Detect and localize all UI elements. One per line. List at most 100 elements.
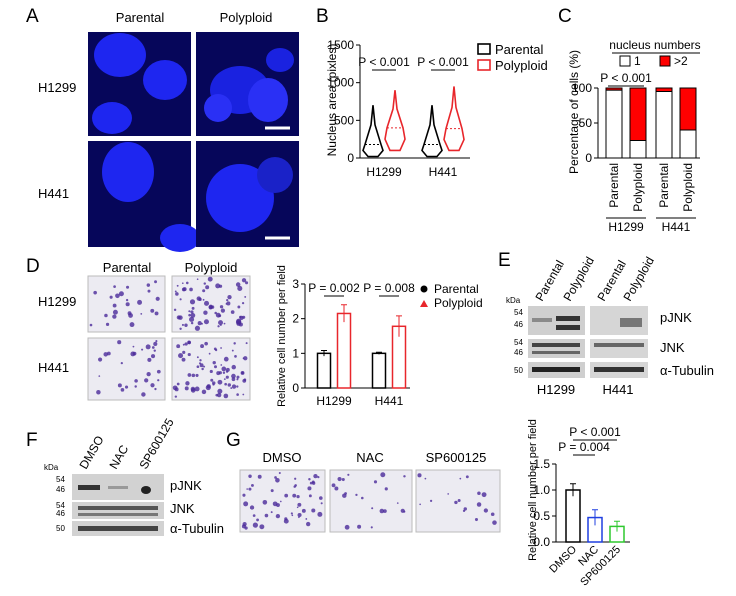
stained-cell — [204, 300, 210, 306]
stained-cell — [89, 323, 93, 327]
marker: 50 — [514, 366, 523, 375]
y-tick-label: 50 — [579, 116, 593, 130]
p-value: P < 0.001 — [417, 55, 469, 69]
stained-cell — [403, 510, 406, 513]
stained-cell — [379, 508, 385, 514]
stained-cell — [190, 387, 196, 393]
stained-cell — [199, 363, 204, 368]
stained-cell — [252, 514, 256, 517]
micrographs — [88, 32, 299, 252]
stained-cell — [305, 518, 308, 520]
stained-cell — [245, 342, 248, 345]
stained-cell — [214, 348, 218, 352]
panel-letter: A — [26, 6, 39, 27]
band — [78, 485, 100, 490]
kda-label: kDa — [44, 463, 59, 472]
error-bar — [396, 315, 402, 337]
stained-cell — [147, 289, 151, 293]
stained-cell — [220, 308, 226, 313]
legend-swatch — [477, 43, 491, 55]
stained-cell — [230, 387, 233, 390]
stained-cell — [248, 487, 252, 491]
bar — [565, 489, 581, 543]
stained-cell — [196, 365, 200, 369]
marker: 54 — [514, 308, 523, 317]
stained-cell — [230, 310, 235, 314]
band — [594, 343, 644, 347]
stained-cell — [154, 387, 157, 391]
stained-cell — [145, 344, 151, 350]
x-tick-label: DMSO — [547, 543, 579, 575]
stained-cell — [296, 494, 300, 499]
nucleus — [206, 164, 274, 232]
stained-cell — [347, 473, 350, 476]
stained-cell — [203, 310, 208, 315]
nucleus — [143, 60, 187, 100]
stained-cell — [270, 489, 274, 493]
legend-label: Parental — [434, 282, 479, 296]
legend-swatch — [659, 55, 671, 67]
panel-letter: C — [558, 6, 572, 27]
y-axis-label: Nucleus area (pixles) — [325, 44, 339, 157]
stained-cell — [214, 365, 217, 369]
stained-cell — [194, 386, 200, 392]
stained-cell — [117, 340, 122, 345]
legend-title: nucleus numbers — [609, 38, 700, 52]
stained-cell — [189, 299, 196, 305]
stained-cell — [236, 385, 239, 388]
stained-cell — [297, 512, 302, 518]
y-tick-label: 3 — [292, 277, 299, 291]
stained-cell — [182, 350, 186, 354]
stained-cell — [144, 378, 149, 383]
bar — [371, 352, 387, 389]
column-label: Parental — [103, 260, 152, 275]
stained-cell — [403, 475, 406, 478]
stained-cell — [481, 492, 487, 498]
stained-cell — [223, 322, 226, 325]
blot — [590, 339, 648, 358]
stained-cell — [140, 313, 143, 315]
legend-marker — [420, 285, 428, 293]
stained-cell — [245, 281, 249, 285]
stained-cell — [370, 526, 373, 529]
stained-cell — [219, 305, 224, 309]
bar-segment — [629, 87, 647, 141]
stained-cell — [155, 296, 160, 301]
stained-cell — [301, 508, 306, 513]
stained-cell — [203, 319, 209, 325]
stained-cell — [308, 478, 311, 481]
stained-cell — [187, 352, 191, 357]
stained-cell — [118, 291, 124, 297]
stained-cell — [248, 474, 252, 479]
nucleus — [248, 78, 288, 122]
stained-cell — [231, 349, 234, 352]
stained-cell — [396, 502, 399, 504]
stained-cell — [341, 478, 345, 482]
stained-cell — [290, 512, 293, 515]
stained-cell — [155, 340, 158, 343]
stained-cell — [373, 480, 378, 484]
stained-cell — [225, 303, 228, 305]
stained-cell — [181, 282, 184, 285]
stained-cell — [457, 498, 461, 502]
lane-label: DMSO — [76, 433, 106, 471]
stained-cell — [202, 289, 206, 293]
band — [532, 318, 552, 322]
stained-cell — [157, 379, 160, 382]
stained-cell — [210, 378, 214, 382]
stained-cell — [129, 322, 135, 328]
stained-cell — [311, 508, 316, 513]
column-label: DMSO — [263, 450, 302, 465]
stained-cell — [459, 477, 462, 480]
stained-cell — [120, 388, 125, 392]
column-label: Parental — [116, 10, 165, 25]
row-label: H1299 — [38, 80, 76, 95]
stained-cell — [128, 313, 133, 318]
stained-cell — [212, 383, 215, 386]
stained-cell — [243, 501, 249, 507]
stained-cell — [227, 383, 231, 387]
stained-cell — [109, 295, 113, 299]
stained-cell — [197, 321, 202, 326]
stained-cell — [383, 509, 387, 513]
blots — [528, 306, 648, 378]
